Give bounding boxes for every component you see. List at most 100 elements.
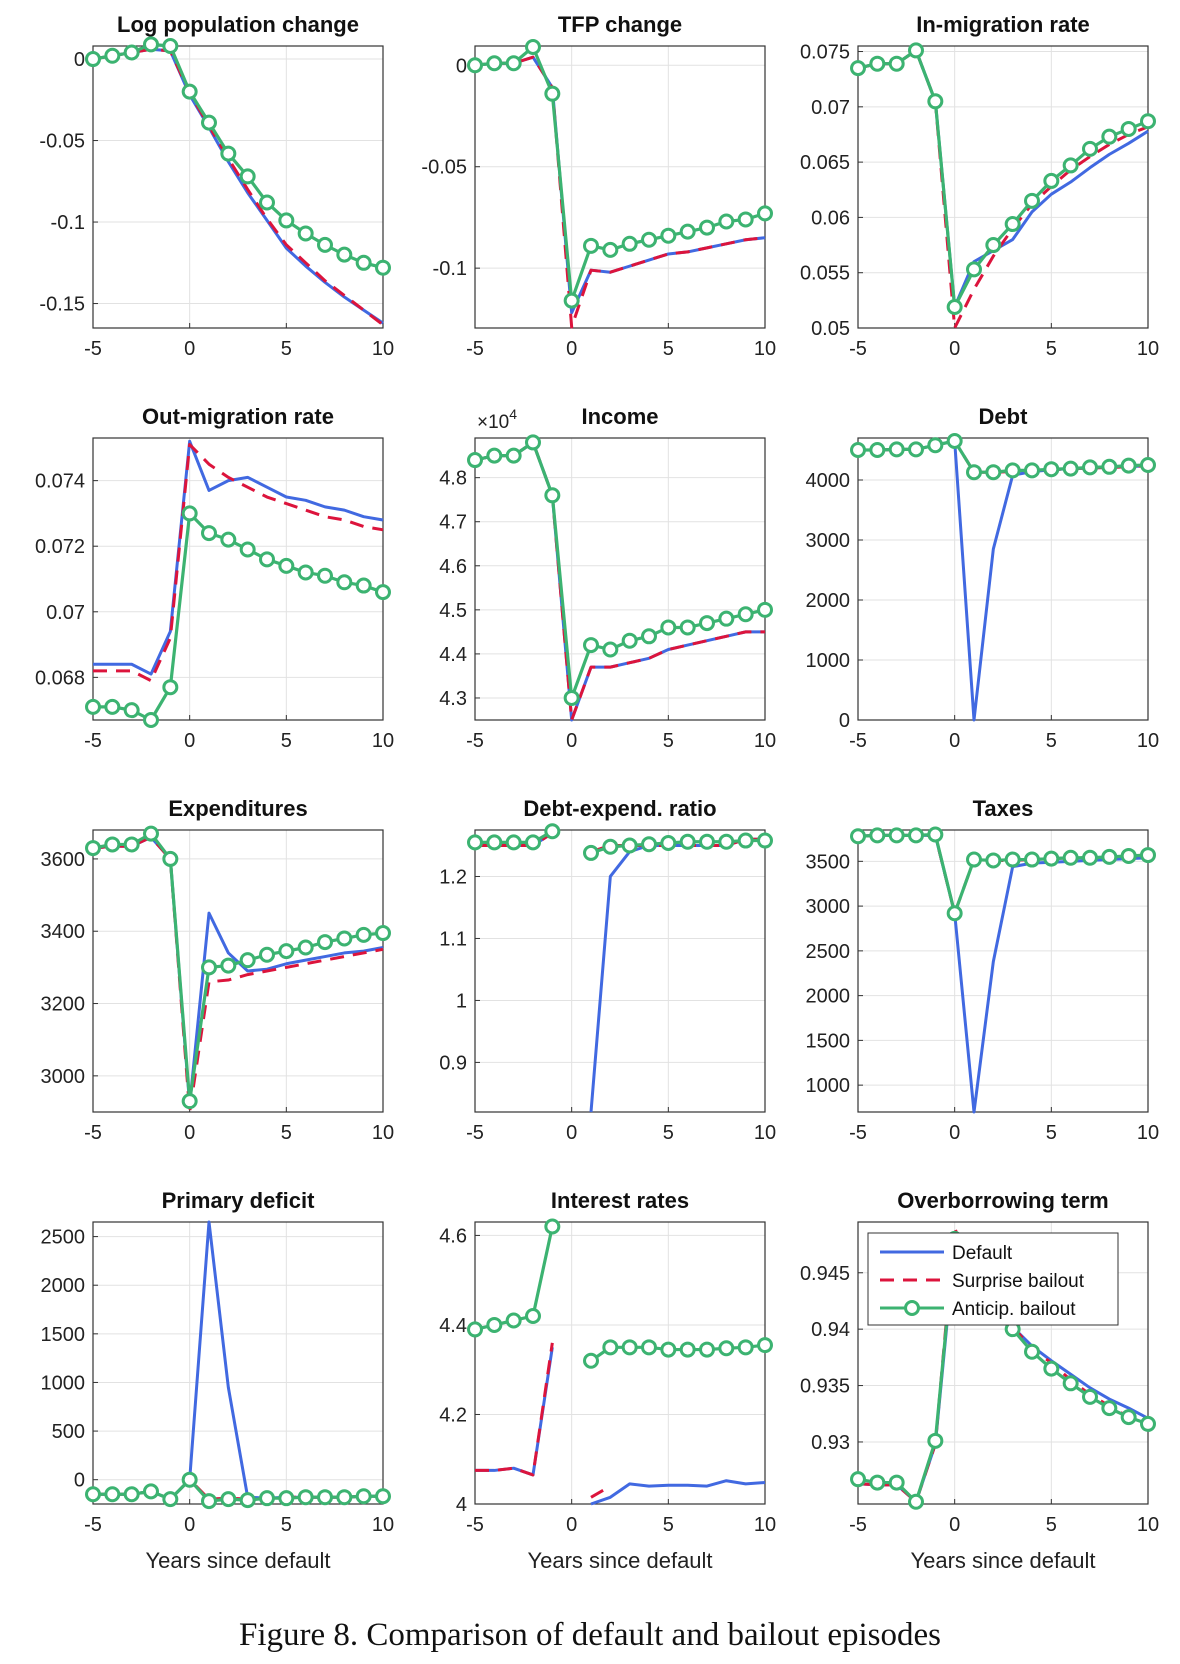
data-point-marker xyxy=(467,1321,483,1338)
data-point-marker xyxy=(544,85,561,102)
data-point-marker xyxy=(317,934,333,951)
x-axis-label: Years since default xyxy=(145,1548,330,1573)
x-tick-label: 5 xyxy=(281,1122,292,1144)
data-point-marker xyxy=(375,925,391,942)
data-point-marker xyxy=(375,259,391,276)
data-point-marker xyxy=(181,1093,198,1110)
data-point-marker xyxy=(297,1489,314,1506)
series-line-anticip-bailout xyxy=(93,511,384,722)
data-point-marker xyxy=(201,525,217,542)
chart-title: Log population change xyxy=(117,12,359,37)
data-point-marker xyxy=(1024,1343,1040,1360)
x-tick-label: 0 xyxy=(566,730,577,752)
series-line-default xyxy=(590,1479,766,1506)
data-point-marker xyxy=(259,1490,275,1507)
y-tick-label: 0.055 xyxy=(800,263,850,285)
data-point-marker xyxy=(1062,157,1079,174)
data-point-marker xyxy=(563,292,580,309)
plot-area xyxy=(467,434,773,722)
data-point-marker xyxy=(220,957,237,974)
data-point-marker xyxy=(239,952,256,969)
data-point-marker xyxy=(162,1491,179,1508)
x-tick-label: 5 xyxy=(1046,1122,1057,1144)
data-point-marker xyxy=(1062,1375,1079,1392)
data-point-marker xyxy=(336,246,353,263)
data-point-marker xyxy=(985,852,1002,869)
plot-area xyxy=(85,439,391,728)
y-tick-label: 4.2 xyxy=(439,1404,467,1426)
x-tick-label: 5 xyxy=(663,1514,674,1536)
y-multiplier-label: ×104 xyxy=(477,406,517,433)
data-point-marker xyxy=(1140,457,1156,473)
data-point-marker xyxy=(621,1339,638,1356)
x-tick-label: 0 xyxy=(949,338,960,360)
series-line-default xyxy=(858,439,1149,722)
data-point-marker xyxy=(850,1471,866,1488)
x-tick-label: -5 xyxy=(466,338,484,360)
y-tick-label: 0.07 xyxy=(46,602,85,624)
y-tick-label: 2500 xyxy=(41,1227,86,1249)
series-line-default xyxy=(92,47,384,325)
data-point-marker xyxy=(641,628,657,645)
series-line-anticip-bailout xyxy=(93,1478,383,1503)
plot-area xyxy=(850,42,1156,330)
data-point-marker xyxy=(679,833,696,850)
plot-area xyxy=(467,823,773,1113)
chart-title: Interest rates xyxy=(551,1188,689,1213)
data-point-marker xyxy=(621,632,638,649)
data-point-marker xyxy=(966,851,982,868)
chart-title: TFP change xyxy=(558,12,682,37)
data-point-marker xyxy=(679,223,696,240)
x-tick-label: 0 xyxy=(566,338,577,360)
data-point-marker xyxy=(278,212,295,229)
data-point-marker xyxy=(181,1471,198,1488)
y-tick-label: 0.93 xyxy=(811,1432,850,1454)
data-point-marker xyxy=(850,60,866,77)
x-tick-label: -5 xyxy=(466,730,484,752)
data-point-marker xyxy=(1062,849,1079,866)
y-tick-label: 0 xyxy=(74,1470,85,1492)
series-line-surprise-bailout xyxy=(92,47,384,326)
x-tick-label: 10 xyxy=(1137,338,1159,360)
y-tick-label: 3200 xyxy=(41,994,86,1016)
data-point-marker xyxy=(679,1341,696,1358)
data-point-marker xyxy=(660,227,677,244)
data-point-marker xyxy=(104,47,121,64)
y-tick-label: 500 xyxy=(52,1421,85,1443)
chart-title: In-migration rate xyxy=(916,12,1090,37)
plot-area xyxy=(850,433,1156,722)
data-point-marker xyxy=(505,447,522,464)
data-point-marker xyxy=(123,44,140,61)
y-tick-label: 0.935 xyxy=(800,1376,850,1398)
data-point-marker xyxy=(486,1316,503,1333)
data-point-marker xyxy=(699,1341,715,1358)
y-tick-label: 0.05 xyxy=(811,318,850,340)
x-tick-label: 0 xyxy=(184,1514,195,1536)
y-tick-label: 4.6 xyxy=(439,1225,467,1247)
y-tick-label: -0.05 xyxy=(421,157,467,179)
y-tick-label: 2500 xyxy=(806,941,851,963)
chart-panel-11: -5 0 5 10 4.6 4.4 4.2 4 Interest rates Years sinc… xyxy=(439,1188,776,1573)
plot-area xyxy=(467,1218,773,1506)
data-point-marker xyxy=(641,231,657,248)
data-point-marker xyxy=(220,531,237,548)
data-point-marker xyxy=(869,1474,886,1491)
data-point-marker xyxy=(181,83,198,100)
y-tick-label: 0.075 xyxy=(800,42,850,64)
series-line-anticip-bailout xyxy=(858,439,1149,474)
data-point-marker xyxy=(486,55,503,72)
data-point-marker xyxy=(525,39,541,56)
data-point-marker xyxy=(85,698,101,715)
x-tick-label: -5 xyxy=(466,1514,484,1536)
data-point-marker xyxy=(737,606,754,623)
data-point-marker xyxy=(888,55,905,72)
data-point-marker xyxy=(297,939,314,956)
y-tick-label: -0.1 xyxy=(51,212,85,234)
y-tick-label: 2000 xyxy=(806,986,851,1008)
data-point-marker xyxy=(486,447,503,464)
series-line-anticip-bailout xyxy=(92,832,384,1103)
y-tick-label: 1500 xyxy=(806,1030,851,1052)
chart-panel-10: -5 0 5 10 2500 2000 1500 1000 500 0 Primary defici… xyxy=(41,1188,395,1573)
y-tick-label: 0.074 xyxy=(35,471,85,493)
